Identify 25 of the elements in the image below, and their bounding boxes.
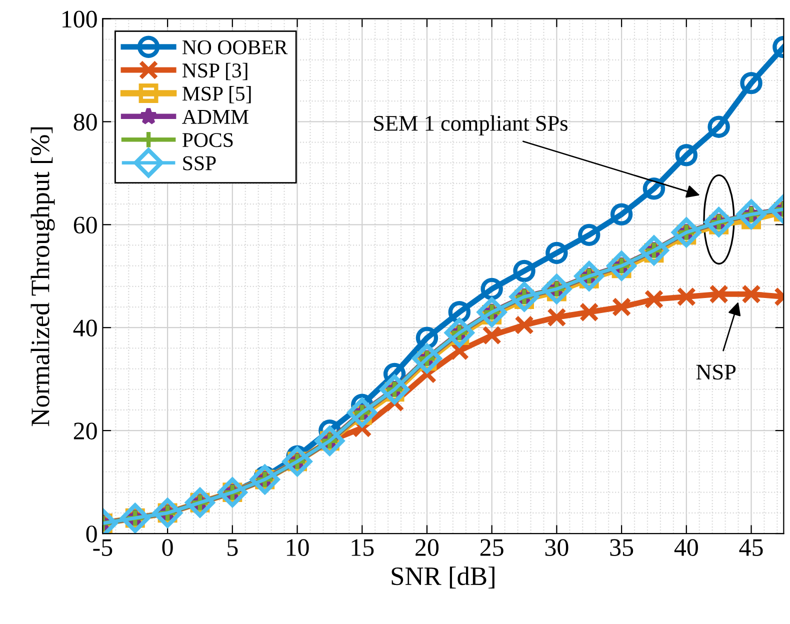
y-tick-label: 60 — [74, 216, 97, 234]
y-tick-label: 40 — [73, 320, 97, 337]
legend-label: POCS — [182, 133, 233, 148]
x-tick-label: 30 — [545, 539, 568, 556]
y-axis-title: Normalized Throughput [%] — [30, 127, 55, 426]
x-tick-label: 35 — [610, 539, 634, 556]
legend-label: MSP [5] — [182, 86, 251, 104]
x-axis-title: SNR [dB] — [392, 566, 494, 588]
x-tick-label: 15 — [352, 539, 374, 556]
legend-label: NO OOBER — [182, 40, 288, 54]
x-tick-label: 5 — [228, 539, 238, 556]
x-tick-label: 45 — [739, 539, 763, 556]
legend-label: SSP — [183, 156, 216, 170]
y-tick-label: 80 — [74, 114, 97, 131]
y-tick-label: 100 — [62, 10, 97, 28]
y-tick-label: 20 — [74, 422, 97, 440]
x-tick-label: 25 — [480, 539, 504, 556]
annotation: SEM 1 compliant SPs — [374, 115, 568, 136]
x-tick-label: 40 — [674, 539, 698, 556]
annotation: NSP — [696, 364, 736, 380]
x-tick-label: 0 — [162, 539, 173, 556]
legend-label: NSP [3] — [182, 62, 248, 80]
legend-label: ADMM — [182, 110, 248, 124]
x-tick-label: 10 — [286, 539, 309, 556]
x-tick-label: 20 — [416, 539, 439, 556]
